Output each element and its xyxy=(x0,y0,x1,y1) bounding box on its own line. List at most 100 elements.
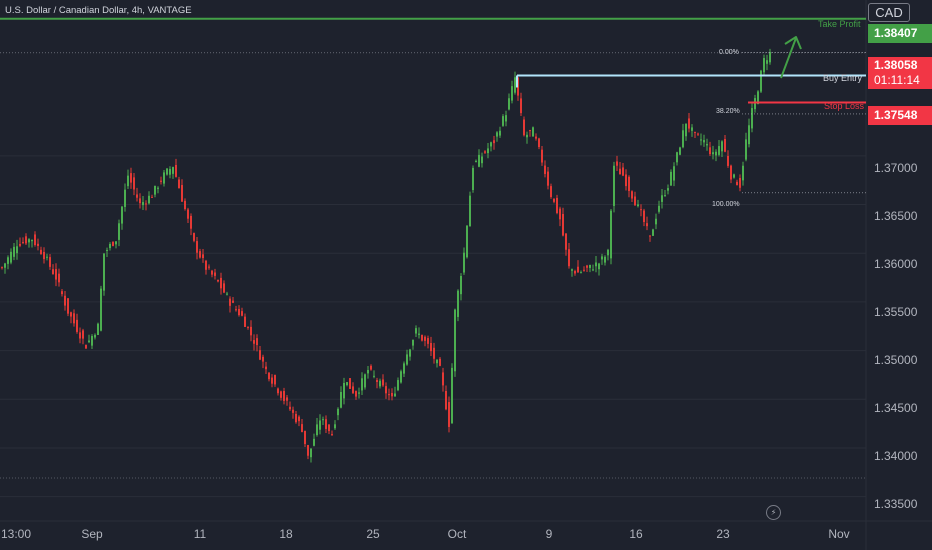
candle-body xyxy=(457,290,459,317)
candle-body xyxy=(394,393,396,397)
candle-body xyxy=(631,191,633,199)
candle-body xyxy=(58,273,60,283)
candle-body xyxy=(271,377,273,384)
candle-body xyxy=(193,233,195,241)
candle-body xyxy=(79,332,81,339)
candle-body xyxy=(667,188,669,191)
candle-body xyxy=(562,213,564,236)
candle-body xyxy=(619,168,621,175)
candle-body xyxy=(625,174,627,187)
candle-body xyxy=(283,391,285,401)
candle-body xyxy=(208,266,210,268)
candle-body xyxy=(259,350,261,360)
candle-body xyxy=(535,136,537,139)
candle-body xyxy=(229,298,231,306)
candle-body xyxy=(637,204,639,207)
candle-body xyxy=(733,174,735,178)
candle-body xyxy=(226,293,228,295)
candle-body xyxy=(730,165,732,180)
candle-body xyxy=(235,309,237,311)
candle-body xyxy=(523,119,525,136)
candle-body xyxy=(148,195,150,204)
candle-body xyxy=(52,269,54,275)
candle-body xyxy=(298,416,300,422)
candle-body xyxy=(664,195,666,197)
candle-body xyxy=(397,380,399,391)
candle-body xyxy=(160,180,162,182)
candle-body xyxy=(190,215,192,229)
candle-body xyxy=(253,340,255,344)
candle-body xyxy=(166,168,168,175)
candle-body xyxy=(439,358,441,366)
candle-body xyxy=(265,366,267,370)
candle-body xyxy=(403,363,405,374)
candle-body xyxy=(583,269,585,271)
candle-body xyxy=(433,347,435,359)
x-tick: 13:00 xyxy=(0,527,32,541)
candle-body xyxy=(172,167,174,174)
candle-body xyxy=(37,243,39,246)
currency-selector[interactable]: CAD xyxy=(868,3,910,22)
y-tick: 1.36500 xyxy=(874,209,918,223)
candle-body xyxy=(34,234,36,246)
candle-body xyxy=(127,175,129,187)
candle-body xyxy=(40,249,42,255)
stop-loss-label: Stop Loss xyxy=(824,101,865,111)
candle-body xyxy=(205,260,207,270)
candle-body xyxy=(568,249,570,267)
candle-body xyxy=(133,177,135,190)
candle-body xyxy=(256,338,258,346)
candle-body xyxy=(88,340,90,343)
candle-body xyxy=(703,140,705,143)
candle-body xyxy=(760,70,762,92)
candle-body xyxy=(136,194,138,198)
candle-body xyxy=(547,171,549,186)
candle-body xyxy=(154,185,156,195)
candle-body xyxy=(151,196,153,198)
candle-body xyxy=(571,269,573,271)
candle-body xyxy=(400,371,402,383)
candle-body xyxy=(670,171,672,186)
candle-body xyxy=(736,181,738,186)
candle-body xyxy=(388,394,390,396)
candle-body xyxy=(97,323,99,335)
candle-body xyxy=(100,288,102,331)
projection-arrow-shaft xyxy=(780,37,797,79)
candle-body xyxy=(85,344,87,349)
candle-body xyxy=(484,151,486,153)
candle-body xyxy=(757,91,759,105)
candle-body xyxy=(502,116,504,126)
candle-body xyxy=(580,272,582,274)
candle-body xyxy=(13,246,15,257)
x-tick: Sep xyxy=(81,527,103,541)
candle-body xyxy=(310,448,312,458)
candle-body xyxy=(724,138,726,152)
x-tick: 18 xyxy=(279,527,293,541)
stop-loss-price-tag: 1.37548 xyxy=(868,106,932,125)
candle-body xyxy=(145,203,147,205)
candle-body xyxy=(355,391,357,397)
candle-body xyxy=(109,243,111,249)
candle-body xyxy=(94,334,96,338)
candle-body xyxy=(220,277,222,289)
candle-body xyxy=(364,374,366,388)
candle-body xyxy=(430,343,432,352)
candle-body xyxy=(559,208,561,220)
candle-body xyxy=(46,256,48,258)
candle-body xyxy=(304,430,306,444)
candle-body xyxy=(646,223,648,227)
candle-body xyxy=(328,424,330,432)
candle-body xyxy=(601,256,603,260)
candle-body xyxy=(67,298,69,314)
candle-body xyxy=(232,300,234,303)
candle-body xyxy=(475,160,477,162)
take-profit-label: Take Profit xyxy=(818,19,861,29)
candle-body xyxy=(436,359,438,364)
candle-body xyxy=(358,392,360,394)
x-tick: Nov xyxy=(828,527,850,541)
candle-body xyxy=(442,372,444,386)
candle-body xyxy=(331,434,333,436)
candle-body xyxy=(505,115,507,122)
lightning-icon[interactable]: ⚡ xyxy=(766,505,781,520)
